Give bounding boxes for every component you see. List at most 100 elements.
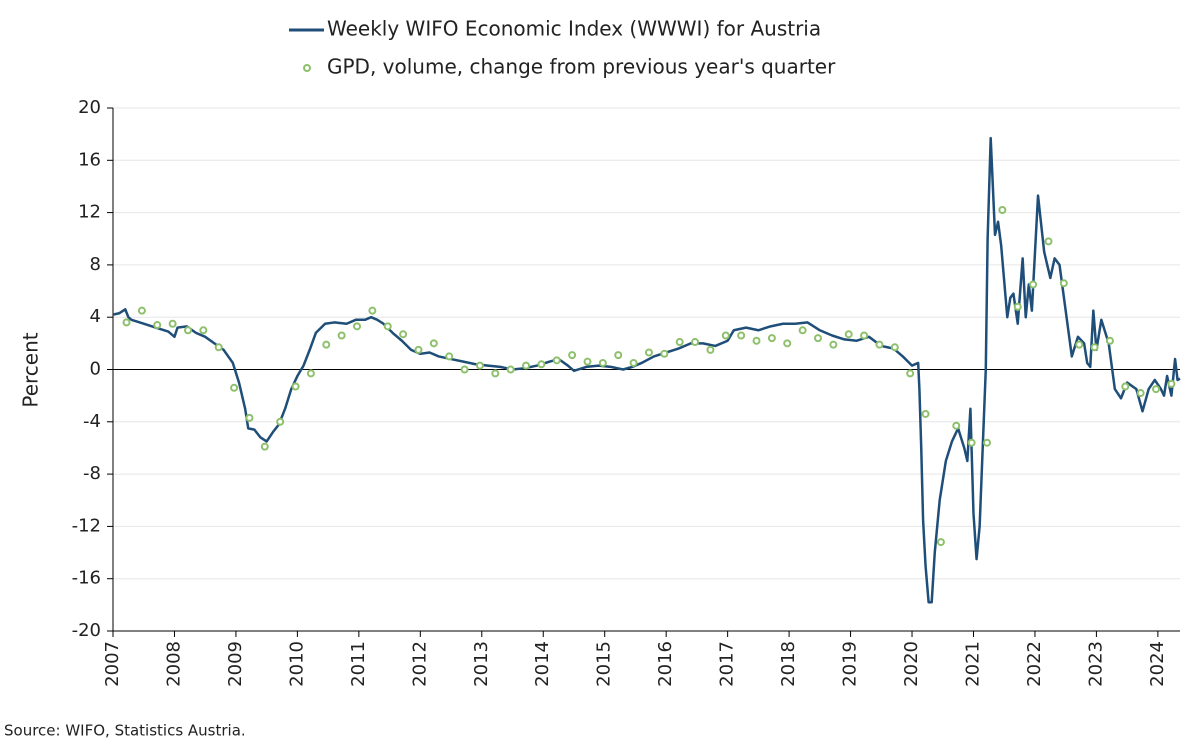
- y-axis-label: Percent: [19, 332, 43, 407]
- x-tick-label: 2010: [286, 641, 307, 687]
- gdp-point: [199, 326, 208, 335]
- gdp-point: [660, 349, 669, 358]
- y-tick-label: -12: [72, 515, 101, 536]
- y-tick-label: 4: [90, 306, 101, 327]
- gdp-point: [952, 421, 961, 430]
- x-tick-label: 2007: [102, 641, 123, 687]
- index-line: [112, 136, 1181, 604]
- gdp-point: [921, 409, 930, 418]
- x-tick-label: 2019: [840, 641, 861, 687]
- gdp-point: [875, 340, 884, 349]
- gdp-point: [168, 319, 177, 328]
- legend-label: Weekly WIFO Economic Index (WWWI) for Au…: [327, 17, 821, 41]
- gdp-point: [644, 348, 653, 357]
- x-tick-label: 2017: [717, 641, 738, 687]
- gdp-point: [1152, 385, 1161, 394]
- gdp-point: [706, 345, 715, 354]
- gdp-point: [767, 334, 776, 343]
- x-tick-label: 2008: [163, 641, 184, 687]
- gdp-point: [276, 417, 285, 426]
- gdp-point: [1105, 336, 1114, 345]
- gdp-point: [429, 339, 438, 348]
- gdp-point: [1136, 389, 1145, 398]
- gdp-point: [1044, 237, 1053, 246]
- y-tick-label: -4: [83, 411, 101, 432]
- source-note: Source: WIFO, Statistics Austria.: [4, 722, 246, 740]
- x-tick-label: 2023: [1085, 641, 1106, 687]
- gdp-point: [137, 306, 146, 315]
- gdp-point: [691, 338, 700, 347]
- y-tick-label: 0: [90, 359, 101, 380]
- x-tick-label: 2021: [962, 641, 983, 687]
- gdp-point: [414, 345, 423, 354]
- gdp-point: [890, 343, 899, 352]
- gdp-point: [245, 413, 254, 422]
- y-tick-label: -20: [72, 620, 101, 641]
- gdp-point: [614, 351, 623, 360]
- gdp-point: [306, 369, 315, 378]
- gdp-point: [491, 369, 500, 378]
- gdp-point: [936, 538, 945, 547]
- gdp-point: [998, 205, 1007, 214]
- x-tick-label: 2022: [1024, 641, 1045, 687]
- gdp-point: [460, 365, 469, 374]
- legend-swatch: [303, 64, 311, 72]
- legend-label: GPD, volume, change from previous year's…: [327, 55, 836, 79]
- gdp-point: [552, 356, 561, 365]
- gdp-point: [260, 442, 269, 451]
- gdp-point: [721, 331, 730, 340]
- gdp-point: [906, 369, 915, 378]
- gdp-point: [583, 357, 592, 366]
- gdp-point: [813, 334, 822, 343]
- x-tick-label: 2024: [1147, 641, 1168, 687]
- x-tick-label: 2013: [471, 641, 492, 687]
- gdp-point: [475, 361, 484, 370]
- gdp-point: [675, 338, 684, 347]
- gdp-point: [1075, 340, 1084, 349]
- gdp-point: [844, 330, 853, 339]
- gdp-point: [860, 331, 869, 340]
- x-tick-label: 2015: [594, 641, 615, 687]
- gdp-point: [506, 365, 515, 374]
- gdp-point: [829, 340, 838, 349]
- gdp-point: [153, 321, 162, 330]
- gdp-point: [537, 360, 546, 369]
- gdp-point: [1167, 379, 1176, 388]
- gdp-point: [291, 382, 300, 391]
- gdp-point: [368, 306, 377, 315]
- y-tick-label: 12: [78, 202, 101, 223]
- x-tick-label: 2012: [409, 641, 430, 687]
- gdp-point: [383, 322, 392, 331]
- gdp-point: [598, 358, 607, 367]
- gdp-point: [568, 351, 577, 360]
- gdp-point: [737, 331, 746, 340]
- x-tick-label: 2018: [778, 641, 799, 687]
- gdp-point: [445, 352, 454, 361]
- gdp-point: [522, 361, 531, 370]
- y-tick-label: 20: [78, 97, 101, 118]
- gdp-point: [1121, 382, 1130, 391]
- y-tick-label: -8: [83, 463, 101, 484]
- gdp-point: [214, 343, 223, 352]
- gdp-point: [230, 383, 239, 392]
- gdp-point: [983, 438, 992, 447]
- gdp-point: [798, 326, 807, 335]
- gdp-point: [353, 322, 362, 331]
- x-tick-label: 2014: [532, 641, 553, 687]
- gdp-point: [337, 331, 346, 340]
- gdp-point: [1090, 343, 1099, 352]
- gdp-point: [1013, 302, 1022, 311]
- gdp-point: [629, 358, 638, 367]
- gdp-point: [967, 438, 976, 447]
- x-tick-label: 2016: [655, 641, 676, 687]
- gdp-point: [783, 339, 792, 348]
- gdp-point: [122, 318, 131, 327]
- y-tick-label: 16: [78, 149, 101, 170]
- gdp-point: [322, 340, 331, 349]
- gdp-point: [399, 330, 408, 339]
- y-tick-label: 8: [90, 254, 101, 275]
- gdp-point: [752, 336, 761, 345]
- gdp-point: [183, 326, 192, 335]
